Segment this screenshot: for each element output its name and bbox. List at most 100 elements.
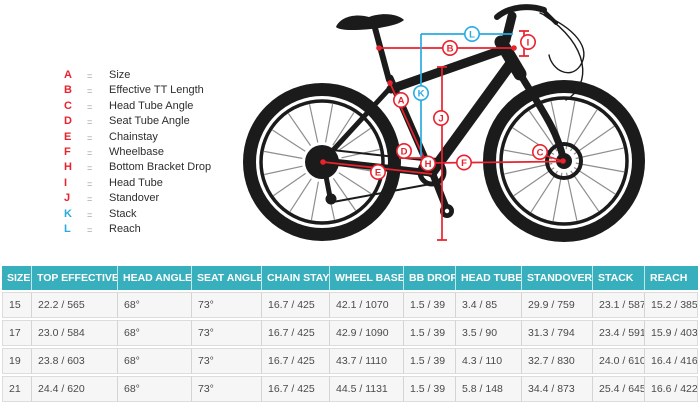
marker-k-icon <box>412 85 429 102</box>
table-cell: 17 <box>2 320 32 346</box>
derailleur-icon <box>321 163 333 200</box>
equals-sign: = <box>87 117 93 128</box>
equals-sign: = <box>87 225 93 236</box>
table-row: 21 24.4 / 620 68° 73° 16.7 / 425 44.5 / … <box>2 376 698 402</box>
table-cell: 16.7 / 425 <box>262 320 330 346</box>
legend-item: E = Chainstay <box>64 130 211 145</box>
table-cell: 68° <box>118 348 192 374</box>
table-cell: 15.9 / 403 <box>645 320 698 346</box>
legend-label: Head Tube <box>109 176 163 189</box>
table-cell: 3.5 / 90 <box>456 320 522 346</box>
column-header-seat-angle: SEAT ANGLE <box>192 266 262 290</box>
legend-letter: B <box>64 84 72 97</box>
table-cell: 42.1 / 1070 <box>330 292 404 318</box>
table-cell: 16.7 / 425 <box>262 292 330 318</box>
table-cell: 68° <box>118 292 192 318</box>
svg-text:F: F <box>461 158 467 169</box>
legend-letter: H <box>64 161 72 174</box>
legend-item: F = Wheelbase <box>64 145 211 160</box>
table-cell: 19 <box>2 348 32 374</box>
marker-d-icon <box>395 143 412 160</box>
table-cell: 73° <box>192 376 262 402</box>
table-cell: 23.8 / 603 <box>32 348 118 374</box>
table-cell: 42.9 / 1090 <box>330 320 404 346</box>
table-row: 17 23.0 / 584 68° 73° 16.7 / 425 42.9 / … <box>2 320 698 346</box>
legend-label: Head Tube Angle <box>109 99 194 112</box>
bike-illustration-icon: A B C D E F H I J K L <box>243 4 645 242</box>
legend-letter: K <box>64 207 72 220</box>
legend-label: Wheelbase <box>109 146 165 159</box>
column-header-chain-stay: CHAIN STAY <box>262 266 330 290</box>
column-header-standover: STANDOVER <box>522 266 593 290</box>
equals-sign: = <box>87 148 93 159</box>
table-cell: 16.6 / 422 <box>645 376 698 402</box>
handlebar-icon <box>494 4 547 20</box>
table-cell: 1.5 / 39 <box>404 348 456 374</box>
legend: A = Size B = Effective TT Length C = Head Tube… <box>64 68 211 237</box>
legend-letter: L <box>64 223 71 236</box>
legend-item: B = Effective TT Length <box>64 83 211 98</box>
equals-sign: = <box>87 209 93 220</box>
legend-item: H = Bottom Bracket Drop <box>64 160 211 175</box>
table-cell: 3.4 / 85 <box>456 292 522 318</box>
table-cell: 44.5 / 1131 <box>330 376 404 402</box>
table-cell: 29.9 / 759 <box>522 292 593 318</box>
legend-item: J = Standover <box>64 191 211 206</box>
table-cell: 16.7 / 425 <box>262 376 330 402</box>
svg-text:E: E <box>375 168 381 179</box>
table-cell: 15.2 / 385 <box>645 292 698 318</box>
svg-text:D: D <box>401 147 408 158</box>
column-header-size: SIZE <box>2 266 32 290</box>
geometry-diagram: A = Size B = Effective TT Length C = Head Tube… <box>64 4 645 242</box>
column-header-top-effective: TOP EFFECTIVE <box>32 266 118 290</box>
column-header-wheel-base: WHEEL BASE <box>330 266 404 290</box>
legend-item: A = Size <box>64 68 211 83</box>
table-cell: 73° <box>192 348 262 374</box>
marker-b-icon <box>441 39 458 56</box>
column-header-stack: STACK <box>593 266 645 290</box>
equals-sign: = <box>87 71 93 81</box>
svg-text:K: K <box>418 89 425 100</box>
marker-badges: A B C D E F H I J K L <box>369 25 548 181</box>
table-cell: 34.4 / 873 <box>522 376 593 402</box>
legend-letter: D <box>64 115 72 128</box>
table-cell: 31.3 / 794 <box>522 320 593 346</box>
equals-sign: = <box>87 132 93 143</box>
table-row: 19 23.8 / 603 68° 73° 16.7 / 425 43.7 / … <box>2 348 698 374</box>
legend-letter: A <box>64 69 72 81</box>
table-cell: 43.7 / 1110 <box>330 348 404 374</box>
legend-label: Effective TT Length <box>109 84 204 97</box>
legend-letter: J <box>64 192 71 205</box>
marker-i-icon <box>519 33 536 50</box>
table-cell: 1.5 / 39 <box>404 320 456 346</box>
table-cell: 73° <box>192 320 262 346</box>
equals-sign: = <box>87 163 93 174</box>
marker-j-icon <box>432 110 449 127</box>
chain-icon <box>322 148 433 162</box>
column-header-head-tube: HEAD TUBE <box>456 266 522 290</box>
marker-f-icon <box>455 154 472 171</box>
legend-letter: E <box>64 130 72 143</box>
table-cell: 16.4 / 416 <box>645 348 698 374</box>
table-cell: 32.7 / 830 <box>522 348 593 374</box>
legend-label: Size <box>109 69 131 81</box>
brake-cable-icon <box>539 12 585 74</box>
table-cell: 1.5 / 39 <box>404 376 456 402</box>
equals-sign: = <box>87 86 93 97</box>
marker-c-icon <box>531 144 548 161</box>
table-cell: 22.2 / 565 <box>32 292 118 318</box>
legend-label: Chainstay <box>109 130 158 143</box>
legend-label: Bottom Bracket Drop <box>109 161 212 174</box>
legend-item: I = Head Tube <box>64 176 211 191</box>
table-cell: 24.4 / 620 <box>32 376 118 402</box>
svg-text:L: L <box>469 30 475 41</box>
svg-text:C: C <box>537 148 544 159</box>
equals-sign: = <box>87 101 93 112</box>
chain-icon <box>332 182 437 203</box>
marker-a-icon <box>392 92 409 109</box>
marker-h-icon <box>419 155 436 172</box>
table-cell: 23.4 / 591 <box>593 320 645 346</box>
column-header-bb-drop: BB DROP <box>404 266 456 290</box>
table-cell: 1.5 / 39 <box>404 292 456 318</box>
bike-frame-icon <box>320 4 585 218</box>
